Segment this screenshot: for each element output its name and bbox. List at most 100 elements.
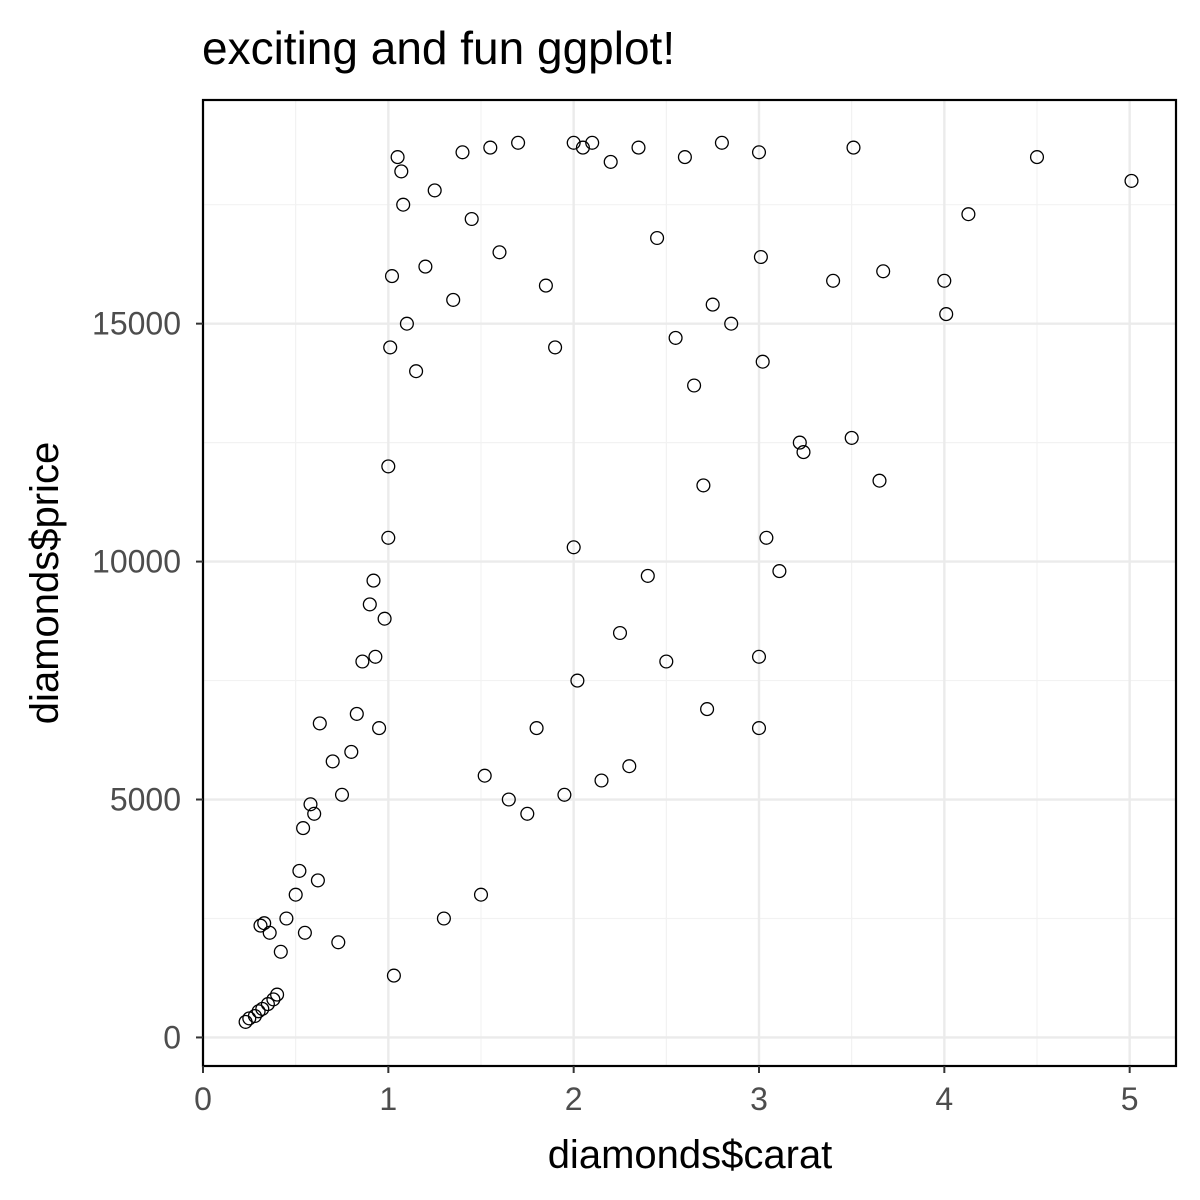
- data-point: [844, 430, 859, 445]
- data-point: [288, 887, 303, 902]
- data-point: [307, 806, 322, 821]
- data-point: [876, 264, 891, 279]
- data-point: [687, 378, 702, 393]
- data-point: [260, 997, 275, 1012]
- data-point: [1029, 150, 1045, 165]
- data-point: [273, 944, 288, 959]
- data-point: [668, 330, 683, 345]
- data-point: [603, 154, 618, 169]
- data-point: [270, 987, 285, 1002]
- data-point: [696, 478, 711, 493]
- data-point: [529, 721, 544, 736]
- data-point: [759, 530, 774, 545]
- data-point: [262, 925, 277, 940]
- data-point: [362, 597, 377, 612]
- data-point: [247, 1008, 262, 1024]
- data-point: [251, 1004, 266, 1019]
- data-point: [436, 911, 451, 926]
- x-axis-title: diamonds$carat: [548, 1133, 833, 1177]
- data-point: [640, 568, 655, 583]
- data-point: [325, 754, 340, 769]
- data-point: [939, 307, 954, 322]
- data-points: [238, 135, 1139, 1029]
- data-point: [355, 654, 370, 669]
- data-point: [594, 773, 609, 788]
- data-point: [1124, 173, 1139, 188]
- panel-background: [203, 100, 1176, 1066]
- data-point: [381, 459, 396, 474]
- data-point: [384, 269, 400, 284]
- x-tick-label: 4: [935, 1081, 953, 1117]
- data-point: [612, 625, 628, 641]
- data-point: [253, 918, 268, 933]
- data-point: [390, 150, 405, 165]
- data-point: [483, 140, 498, 155]
- data-point: [755, 354, 770, 369]
- data-point: [751, 145, 767, 160]
- data-point: [279, 911, 294, 926]
- data-point: [427, 183, 442, 198]
- data-point: [446, 292, 461, 307]
- data-point: [344, 744, 359, 759]
- data-point: [622, 759, 637, 774]
- data-point: [631, 140, 646, 155]
- data-point: [937, 273, 952, 288]
- x-axis: 0 1 2 3 4 5: [194, 1066, 1139, 1117]
- grid: [201, 100, 1176, 1066]
- data-point: [570, 673, 585, 688]
- data-point: [724, 316, 739, 331]
- data-point: [772, 564, 787, 579]
- x-tick-label: 0: [194, 1081, 212, 1117]
- x-tick-label: 3: [750, 1081, 768, 1117]
- data-point: [826, 273, 841, 288]
- data-point: [677, 150, 692, 165]
- data-point: [368, 649, 383, 664]
- data-point: [566, 135, 581, 150]
- data-point: [548, 340, 563, 355]
- data-point: [659, 654, 674, 669]
- y-axis: 0 5000 10000 15000: [92, 306, 203, 1055]
- panel-border: [201, 98, 1178, 1068]
- y-tick-label: 5000: [110, 782, 181, 818]
- data-point: [296, 821, 311, 836]
- data-point: [310, 873, 325, 888]
- data-point: [303, 797, 318, 812]
- x-tick-label: 2: [565, 1081, 583, 1117]
- data-point: [381, 530, 396, 545]
- data-point: [585, 135, 600, 150]
- data-point: [650, 230, 665, 246]
- data-point: [331, 935, 346, 950]
- data-point: [394, 164, 409, 179]
- data-point: [538, 278, 553, 293]
- data-point: [372, 721, 387, 736]
- x-tick-label: 5: [1121, 1081, 1139, 1117]
- data-point: [297, 925, 312, 940]
- data-point: [418, 259, 433, 274]
- data-point: [366, 573, 381, 588]
- data-point: [557, 787, 572, 802]
- data-point: [292, 863, 307, 878]
- chart-title: exciting and fun ggplot!: [202, 22, 675, 74]
- data-point: [312, 716, 327, 731]
- data-point: [409, 364, 424, 379]
- data-point: [349, 706, 364, 721]
- y-axis-title: diamonds$price: [23, 442, 67, 724]
- data-point: [377, 611, 392, 626]
- data-point: [575, 140, 590, 155]
- data-point: [796, 445, 811, 460]
- y-tick-label: 10000: [92, 544, 181, 580]
- data-point: [792, 435, 807, 450]
- data-point: [492, 245, 507, 260]
- data-point: [753, 249, 768, 265]
- data-point: [464, 211, 479, 227]
- data-point: [386, 968, 401, 983]
- data-point: [961, 207, 976, 222]
- data-point: [700, 702, 715, 717]
- data-point: [751, 721, 767, 736]
- data-point: [477, 768, 492, 783]
- data-point: [751, 649, 767, 664]
- data-point: [473, 887, 489, 902]
- y-tick-label: 0: [163, 1019, 181, 1055]
- data-point: [872, 473, 887, 488]
